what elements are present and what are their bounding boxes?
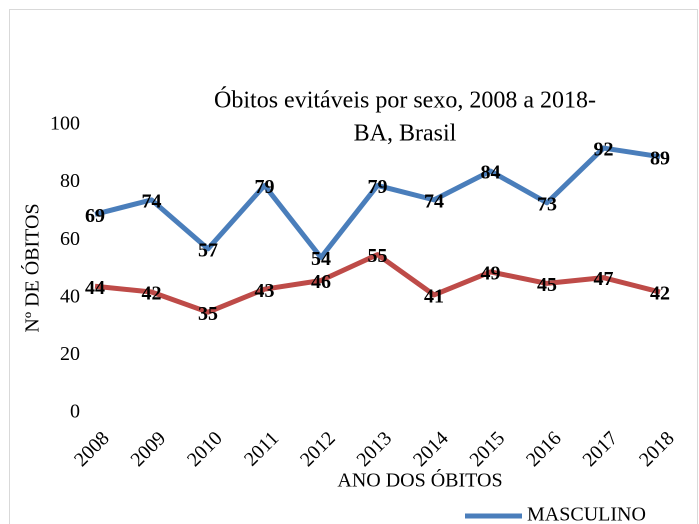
data-label: 84 <box>481 162 501 184</box>
data-label: 79 <box>368 176 388 198</box>
data-label: 74 <box>142 190 162 212</box>
data-label: 45 <box>537 274 557 296</box>
x-axis-title: ANO DOS ÓBITOS <box>337 468 502 492</box>
chart-title: Óbitos evitáveis por sexo, 2008 a 2018- <box>214 87 596 114</box>
data-label: 42 <box>650 283 670 305</box>
data-label: 57 <box>198 239 218 261</box>
y-tick-label: 20 <box>60 343 80 365</box>
chart-title: BA, Brasil <box>354 121 457 147</box>
y-tick-label: 80 <box>60 170 80 192</box>
data-label: 42 <box>142 283 162 305</box>
y-tick-label: 0 <box>70 401 80 423</box>
data-label: 54 <box>311 248 331 270</box>
data-label: 35 <box>198 303 218 325</box>
data-label: 69 <box>85 205 105 227</box>
y-tick-label: 40 <box>60 285 80 307</box>
data-label: 92 <box>594 139 614 161</box>
data-label: 89 <box>650 147 670 169</box>
data-label: 47 <box>594 268 614 290</box>
data-label: 55 <box>368 245 388 267</box>
data-label: 73 <box>537 193 557 215</box>
data-label: 44 <box>85 277 105 299</box>
data-label: 49 <box>481 262 501 284</box>
data-label: 43 <box>255 280 275 302</box>
data-label: 79 <box>255 176 275 198</box>
legend-label: MASCULINO <box>527 504 646 524</box>
y-axis-title: Nº DE ÓBITOS <box>20 203 44 332</box>
y-tick-label: 100 <box>50 113 80 135</box>
series-line <box>94 252 661 315</box>
data-label: 41 <box>424 286 444 308</box>
series-line <box>94 145 661 260</box>
y-tick-label: 60 <box>60 228 80 250</box>
data-label: 46 <box>311 271 331 293</box>
data-label: 74 <box>424 190 444 212</box>
